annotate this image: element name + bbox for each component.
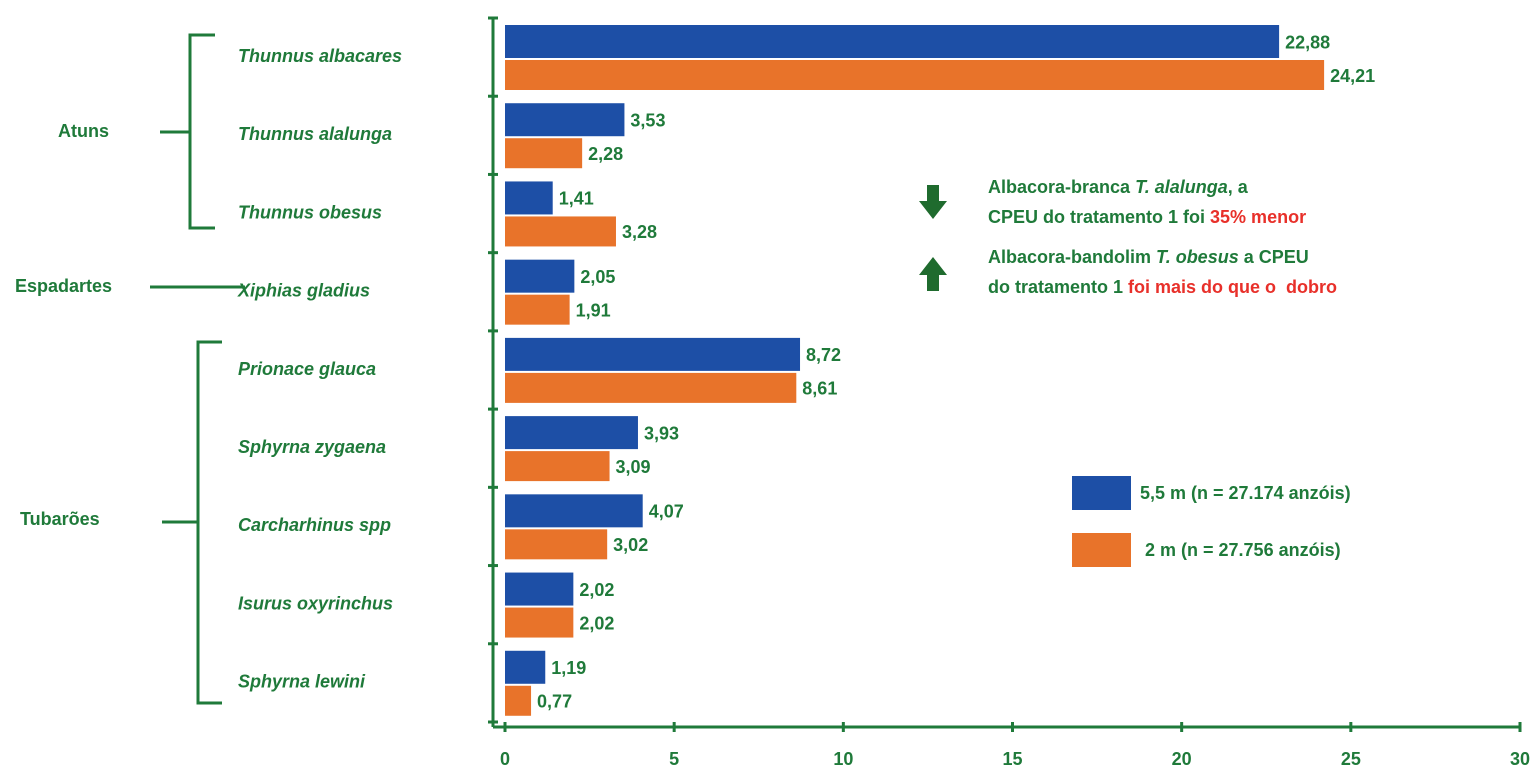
legend-swatch bbox=[1072, 533, 1131, 567]
value-label: 3,02 bbox=[613, 535, 648, 555]
legend-label: 5,5 m (n = 27.174 anzóis) bbox=[1140, 483, 1351, 503]
annotation-text: CPEU do tratamento 1 foi bbox=[988, 207, 1210, 227]
bar bbox=[505, 60, 1325, 90]
group-label: Atuns bbox=[58, 121, 109, 141]
value-label: 1,19 bbox=[551, 658, 586, 678]
legend-label: 2 m (n = 27.756 anzóis) bbox=[1145, 540, 1341, 560]
legend-swatch bbox=[1072, 476, 1131, 510]
value-label: 8,72 bbox=[806, 345, 841, 365]
bar bbox=[505, 451, 610, 482]
category-label: Isurus oxyrinchus bbox=[238, 593, 393, 613]
x-tick-label: 20 bbox=[1172, 749, 1192, 769]
value-label: 22,88 bbox=[1285, 32, 1330, 52]
value-label: 2,05 bbox=[580, 267, 615, 287]
annotation-text: do tratamento 1 bbox=[988, 277, 1128, 297]
annotation-line: do tratamento 1 foi mais do que o dobro bbox=[988, 277, 1337, 297]
bar bbox=[505, 138, 583, 169]
group-label: Espadartes bbox=[15, 276, 112, 296]
bar bbox=[505, 259, 575, 293]
value-label: 2,02 bbox=[579, 580, 614, 600]
value-label: 3,93 bbox=[644, 423, 679, 443]
group-bracket bbox=[160, 33, 215, 230]
bar bbox=[505, 650, 546, 684]
x-tick-label: 30 bbox=[1510, 749, 1530, 769]
bar bbox=[505, 372, 797, 403]
bar bbox=[505, 25, 1280, 58]
category-label: Xiphias gladius bbox=[237, 281, 370, 301]
category-label: Sphyrna zygaena bbox=[238, 437, 386, 457]
value-label: 8,61 bbox=[802, 379, 837, 399]
value-label: 0,77 bbox=[537, 692, 572, 712]
arrow-down bbox=[919, 185, 947, 219]
x-tick-label: 5 bbox=[669, 749, 679, 769]
value-label: 1,91 bbox=[576, 300, 611, 320]
bar bbox=[505, 416, 638, 450]
value-label: 3,28 bbox=[622, 222, 657, 242]
value-label: 1,41 bbox=[559, 189, 594, 209]
value-label: 3,09 bbox=[616, 457, 651, 477]
bar bbox=[505, 607, 574, 638]
bar bbox=[505, 103, 625, 137]
annotation-text: foi mais do que o dobro bbox=[1128, 277, 1337, 297]
annotation-line: Albacora-bandolim T. obesus a CPEU bbox=[988, 247, 1309, 267]
group-bracket bbox=[162, 340, 222, 705]
x-tick-label: 10 bbox=[833, 749, 853, 769]
bar bbox=[505, 529, 608, 560]
annotation-text: T. alalunga bbox=[1135, 177, 1228, 197]
annotation-line: Albacora-branca T. alalunga, a bbox=[988, 177, 1249, 197]
bar bbox=[505, 181, 553, 215]
category-label: Thunnus alalunga bbox=[238, 124, 392, 144]
bar bbox=[505, 216, 616, 247]
annotation-text: a CPEU bbox=[1239, 247, 1309, 267]
category-label: Thunnus obesus bbox=[238, 202, 382, 222]
annotation-text: Albacora-bandolim bbox=[988, 247, 1156, 267]
value-label: 24,21 bbox=[1330, 66, 1375, 86]
group-label: Tubarões bbox=[20, 509, 100, 529]
annotation-line: CPEU do tratamento 1 foi 35% menor bbox=[988, 207, 1306, 227]
bar bbox=[505, 294, 570, 325]
x-tick-label: 15 bbox=[1002, 749, 1022, 769]
category-label: Prionace glauca bbox=[238, 359, 376, 379]
category-label: Thunnus albacares bbox=[238, 46, 402, 66]
bar bbox=[505, 572, 574, 606]
value-label: 4,07 bbox=[649, 502, 684, 522]
arrow-up bbox=[919, 257, 947, 291]
bar bbox=[505, 337, 801, 371]
annotation-text: Albacora-branca bbox=[988, 177, 1135, 197]
category-label: Sphyrna lewini bbox=[238, 672, 366, 692]
annotation-text: , a bbox=[1228, 177, 1249, 197]
category-label: Carcharhinus spp bbox=[238, 515, 391, 535]
bar bbox=[505, 494, 643, 528]
x-tick-label: 25 bbox=[1341, 749, 1361, 769]
value-label: 2,28 bbox=[588, 144, 623, 164]
value-label: 3,53 bbox=[630, 110, 665, 130]
annotation-text: 35% menor bbox=[1210, 207, 1306, 227]
value-label: 2,02 bbox=[579, 613, 614, 633]
annotation-text: T. obesus bbox=[1156, 247, 1239, 267]
bar bbox=[505, 685, 532, 716]
x-tick-label: 0 bbox=[500, 749, 510, 769]
